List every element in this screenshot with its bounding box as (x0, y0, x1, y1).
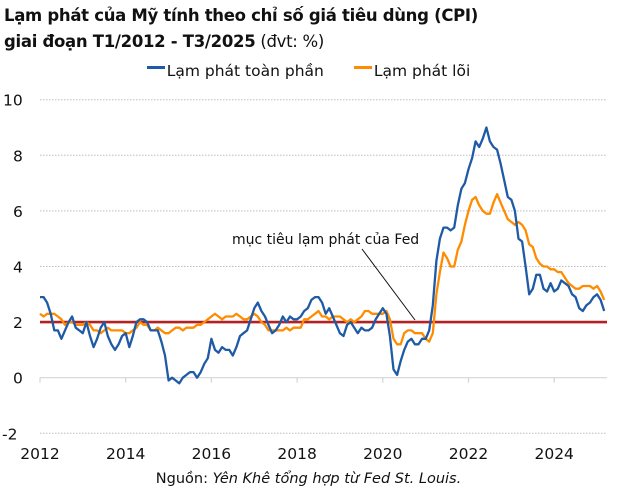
x-tick-labels: 2012 2014 2016 2018 2020 2022 2024 (20, 445, 574, 463)
annotation: mục tiêu lạm phát của Fed (232, 232, 419, 321)
x-tick-label: 2016 (192, 445, 231, 463)
y-tick-label: 0 (13, 370, 23, 388)
y-tick-label: 6 (13, 203, 23, 221)
x-tick-label: 2022 (449, 445, 488, 463)
y-tick-label: -2 (2, 425, 17, 443)
y-tick-labels: -2 0 2 4 6 8 10 (2, 92, 23, 444)
source-note: Nguồn: Yên Khê tổng hợp từ Fed St. Louis… (0, 471, 617, 487)
gridlines (40, 99, 607, 434)
y-tick-label: 2 (13, 314, 23, 332)
legend-label-core: Lạm phát lõi (373, 62, 471, 80)
x-tick-label: 2014 (106, 445, 145, 463)
legend-item-core: Lạm phát lõi (353, 62, 471, 80)
source-text: Yên Khê tổng hợp từ Fed St. Louis. (212, 471, 462, 487)
y-tick-label: 10 (3, 92, 23, 110)
title-line-1: Lạm phát của Mỹ tính theo chỉ số giá tiê… (4, 6, 479, 25)
x-tick-label: 2020 (363, 445, 402, 463)
x-tick-label: 2024 (534, 445, 573, 463)
legend-item-headline: Lạm phát toàn phần (146, 62, 324, 80)
y-tick-label: 4 (13, 259, 23, 277)
legend: Lạm phát toàn phần Lạm phát lõi (0, 62, 617, 80)
y-tick-label: 8 (13, 147, 23, 165)
axes (39, 377, 607, 383)
x-tick-label: 2012 (20, 445, 59, 463)
headline-inflation-line (40, 126, 606, 385)
chart-title: Lạm phát của Mỹ tính theo chỉ số giá tiê… (4, 3, 478, 55)
series-lines (39, 126, 607, 385)
x-tick-label: 2018 (277, 445, 316, 463)
source-label: Nguồn: (155, 471, 213, 487)
annotation-leader-line (361, 248, 416, 321)
title-unit: (đvt: %) (255, 32, 325, 51)
title-period: giai đoạn T1/2012 - T3/2025 (4, 32, 256, 51)
title-line-2: giai đoạn T1/2012 - T3/2025 (đvt: %) (4, 29, 478, 55)
legend-swatch-headline (146, 65, 165, 69)
legend-swatch-core (353, 65, 372, 69)
legend-label-headline: Lạm phát toàn phần (166, 62, 324, 80)
annotation-text: mục tiêu lạm phát của Fed (232, 232, 419, 248)
